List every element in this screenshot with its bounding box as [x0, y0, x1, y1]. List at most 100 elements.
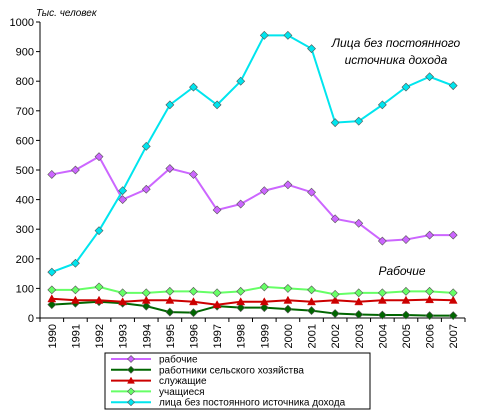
annotation-label: источника дохода — [345, 53, 448, 67]
data-point — [165, 295, 175, 304]
legend-label: рабочие — [159, 354, 198, 366]
data-point — [141, 141, 151, 151]
x-tick-label: 1994 — [141, 324, 153, 348]
y-tick-label: 800 — [16, 76, 34, 88]
data-point — [448, 81, 458, 91]
data-point — [354, 310, 364, 319]
data-point — [425, 295, 435, 304]
legend-item: работники сельского хозяйства — [111, 364, 304, 376]
series-line — [51, 34, 454, 274]
annotations: Лица без постоянного источника дохода Рабо… — [331, 36, 461, 278]
x-tick-label: 1997 — [212, 324, 224, 348]
legend-swatch-marker — [127, 365, 135, 374]
legend-swatch-marker — [127, 376, 135, 384]
data-point — [354, 218, 364, 228]
series-4 — [47, 282, 458, 299]
data-point — [330, 289, 340, 299]
series-3 — [47, 294, 458, 309]
data-point — [377, 288, 387, 298]
legend-item: служащие — [111, 376, 207, 387]
data-point — [47, 267, 57, 277]
data-point — [377, 310, 387, 320]
data-point — [330, 214, 340, 224]
data-point — [141, 295, 151, 304]
data-point — [354, 116, 364, 126]
data-point — [401, 235, 411, 244]
data-point — [70, 295, 80, 304]
y-unit-label: Тыс. человек — [36, 8, 98, 19]
legend-swatch-marker — [127, 398, 135, 407]
data-point — [377, 100, 387, 110]
series-5 — [47, 30, 458, 277]
data-point — [189, 297, 198, 306]
data-point — [425, 230, 435, 240]
y-tick-label: 900 — [16, 47, 34, 59]
data-point — [401, 310, 411, 320]
data-point — [236, 303, 246, 313]
data-point — [165, 286, 175, 296]
x-tick-label: 1990 — [47, 324, 59, 348]
y-tick-label: 700 — [16, 106, 34, 118]
data-point — [47, 300, 57, 310]
x-tick-label: 2003 — [354, 324, 366, 348]
legend-swatch-marker — [127, 355, 135, 363]
data-point — [354, 288, 364, 298]
data-point — [236, 199, 246, 209]
data-point — [70, 165, 80, 175]
data-point — [259, 282, 269, 292]
legend-label: учащиеся — [159, 387, 205, 398]
data-point — [307, 44, 316, 54]
series-line — [51, 155, 454, 243]
annotation-label: Лица без постоянного — [331, 36, 461, 50]
data-point — [141, 301, 151, 311]
data-point — [283, 304, 293, 314]
x-tick-label: 1998 — [236, 324, 248, 348]
data-point — [307, 285, 316, 295]
data-point — [212, 288, 222, 298]
data-point — [401, 286, 411, 296]
data-point — [377, 295, 387, 304]
x-tick-label: 1996 — [188, 324, 200, 348]
data-point — [94, 226, 104, 236]
data-point — [236, 76, 246, 86]
data-point — [448, 295, 458, 304]
x-tick-label: 1995 — [165, 324, 177, 348]
data-point — [307, 306, 316, 316]
y-tick-label: 500 — [16, 165, 34, 177]
series-line — [51, 285, 454, 296]
data-point — [236, 286, 246, 296]
series-1 — [47, 152, 458, 246]
data-point — [330, 118, 340, 128]
x-tick-label: 2005 — [401, 324, 413, 348]
data-point — [283, 295, 293, 304]
data-point — [330, 295, 340, 304]
data-point — [189, 170, 198, 179]
y-tick-label: 100 — [16, 283, 34, 295]
x-tick-label: 2007 — [448, 324, 460, 348]
data-point — [354, 297, 364, 306]
x-tick-label: 1999 — [259, 324, 271, 348]
data-point — [141, 288, 151, 298]
legend-item: рабочие — [111, 354, 198, 366]
legend-label: служащие — [159, 376, 207, 387]
x-tick-label: 2006 — [425, 324, 437, 348]
data-point — [94, 152, 104, 162]
data-point — [448, 288, 458, 298]
data-point — [47, 294, 57, 303]
data-point — [307, 187, 316, 197]
data-point — [448, 230, 458, 240]
x-tick-label: 2004 — [377, 324, 389, 348]
data-point — [189, 308, 198, 318]
y-tick-label: 400 — [16, 195, 34, 207]
data-point — [212, 205, 222, 215]
data-point — [259, 297, 269, 306]
data-point — [283, 283, 293, 293]
series-line — [51, 297, 454, 306]
data-point — [47, 285, 57, 295]
data-point — [425, 72, 435, 82]
data-point — [70, 258, 80, 268]
data-point — [259, 186, 269, 196]
data-point — [448, 311, 458, 321]
axes: 0 100 200 300 400 500 600 700 800 900 1000 1990 1991… — [10, 17, 466, 348]
